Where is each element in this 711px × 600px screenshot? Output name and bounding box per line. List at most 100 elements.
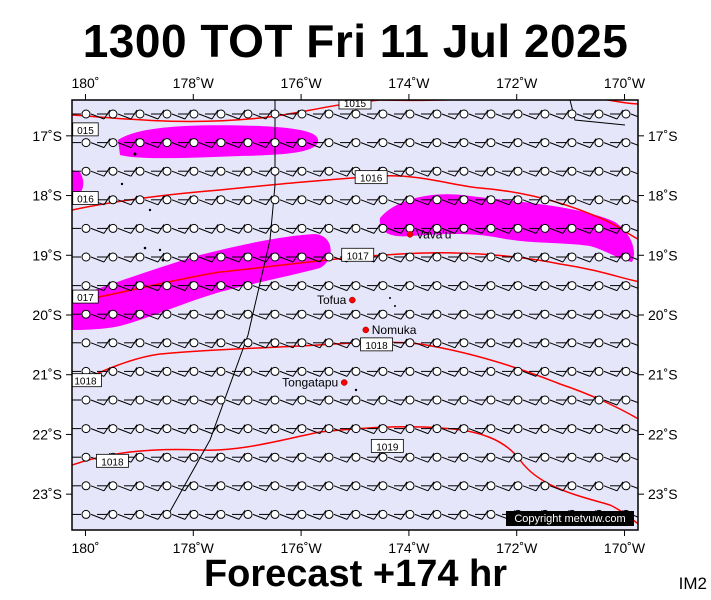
isobar-label: 1015 — [338, 100, 372, 110]
wind-barb — [313, 338, 354, 349]
wind-barb — [178, 195, 219, 206]
wind-barb — [583, 424, 624, 435]
wind-barb — [367, 195, 408, 206]
wind-barb — [97, 166, 138, 177]
wind-barb — [232, 424, 273, 435]
place-label: Tofua — [317, 293, 347, 307]
map-title: 1300 TOT Fri 11 Jul 2025 — [82, 15, 629, 67]
isobar-labels: 1015 015 1016 016 1017 017 1018 1018 1019 1018 — [72, 100, 404, 468]
isobar-label: 1017 — [341, 247, 375, 262]
islands — [120, 152, 396, 392]
lat-label-right: 21˚S — [648, 367, 678, 383]
wind-barb — [205, 395, 246, 406]
wind-barb — [529, 166, 570, 177]
place-marker: Tofua — [317, 293, 356, 307]
wind-barb — [205, 281, 246, 292]
wind-barb — [178, 252, 219, 263]
isobar-label: 1018 — [72, 373, 102, 388]
wind-barb — [556, 166, 597, 177]
wind-barb — [475, 338, 516, 349]
wind-barb — [97, 338, 138, 349]
wind-barb — [124, 223, 165, 234]
wind-barb — [178, 166, 219, 177]
wind-barb — [448, 309, 489, 320]
svg-text:1018: 1018 — [74, 377, 97, 388]
wind-barb — [610, 481, 638, 491]
place-marker: Nomuka — [362, 323, 417, 337]
lat-label-right: 19˚S — [648, 247, 678, 263]
wind-barb — [151, 395, 192, 406]
isobar-label: 1018 — [360, 337, 393, 352]
lon-label-bottom: 172˚W — [496, 540, 538, 556]
wind-barb — [583, 395, 624, 406]
svg-text:1017: 1017 — [347, 251, 370, 262]
svg-text:1016: 1016 — [360, 174, 383, 185]
lat-label-left: 22˚S — [32, 426, 62, 442]
svg-text:016: 016 — [77, 195, 94, 206]
wind-barb — [529, 366, 570, 377]
lon-label-top: 180˚ — [71, 75, 99, 91]
wind-barb — [313, 395, 354, 406]
wind-barb — [178, 452, 219, 463]
wind-barb — [151, 452, 192, 463]
wind-barb — [475, 452, 516, 463]
wind-barb — [205, 366, 246, 377]
wind-barb — [178, 395, 219, 406]
lon-label-bottom: 174˚W — [388, 540, 430, 556]
wind-barb — [583, 281, 624, 292]
wind-barb — [151, 509, 192, 520]
wind-barb — [259, 338, 300, 349]
wind-barb — [421, 424, 462, 435]
place-marker: Vava'u — [406, 227, 451, 241]
lat-label-right: 18˚S — [648, 188, 678, 204]
wind-barb — [529, 223, 570, 234]
wind-barb — [367, 281, 408, 292]
image-id-label: IM2 — [678, 574, 707, 593]
wind-barb — [610, 424, 638, 434]
wind-barb — [610, 395, 638, 405]
place-dot — [349, 296, 356, 304]
wind-barb — [97, 424, 138, 435]
wind-barb — [394, 138, 435, 149]
wind-barb — [151, 366, 192, 377]
copyright-text: Copyright metvuw.com — [514, 513, 625, 525]
lat-label-left: 20˚S — [32, 307, 62, 323]
wind-barb — [502, 109, 543, 120]
svg-text:017: 017 — [77, 293, 94, 304]
lon-label-bottom: 170˚W — [604, 540, 646, 556]
wind-barb — [367, 109, 408, 120]
wind-barb — [529, 109, 570, 120]
wind-barb — [259, 109, 300, 120]
wind-barb — [448, 452, 489, 463]
wind-barb — [367, 138, 408, 149]
wind-barb — [97, 252, 138, 263]
wind-barb — [286, 309, 327, 320]
wind-barb — [475, 109, 516, 120]
wind-barb — [421, 166, 462, 177]
wind-barb — [97, 281, 138, 292]
wind-barb — [340, 509, 381, 520]
wind-barb — [124, 481, 165, 492]
isobar-label: 015 — [72, 122, 99, 137]
wind-barb — [421, 195, 462, 206]
wind-barb — [448, 252, 489, 263]
wind-barb — [367, 424, 408, 435]
wind-barb — [448, 424, 489, 435]
svg-text:1018: 1018 — [365, 341, 388, 352]
wind-barb — [448, 195, 489, 206]
wind-barb — [97, 366, 138, 377]
wind-barb — [178, 109, 219, 120]
wind-barb — [286, 281, 327, 292]
wind-barb — [205, 166, 246, 177]
wind-barb — [205, 509, 246, 520]
isobar-label: 1016 — [354, 170, 388, 185]
wind-barb — [97, 509, 138, 520]
wind-barb — [259, 395, 300, 406]
wind-barb — [556, 366, 597, 377]
lon-label-top: 178˚W — [173, 75, 215, 91]
lon-label-top: 172˚W — [496, 75, 538, 91]
wind-barb — [124, 424, 165, 435]
isobar-label: 1019 — [370, 438, 404, 453]
wind-barb — [97, 223, 138, 234]
wind-barb — [610, 281, 638, 291]
